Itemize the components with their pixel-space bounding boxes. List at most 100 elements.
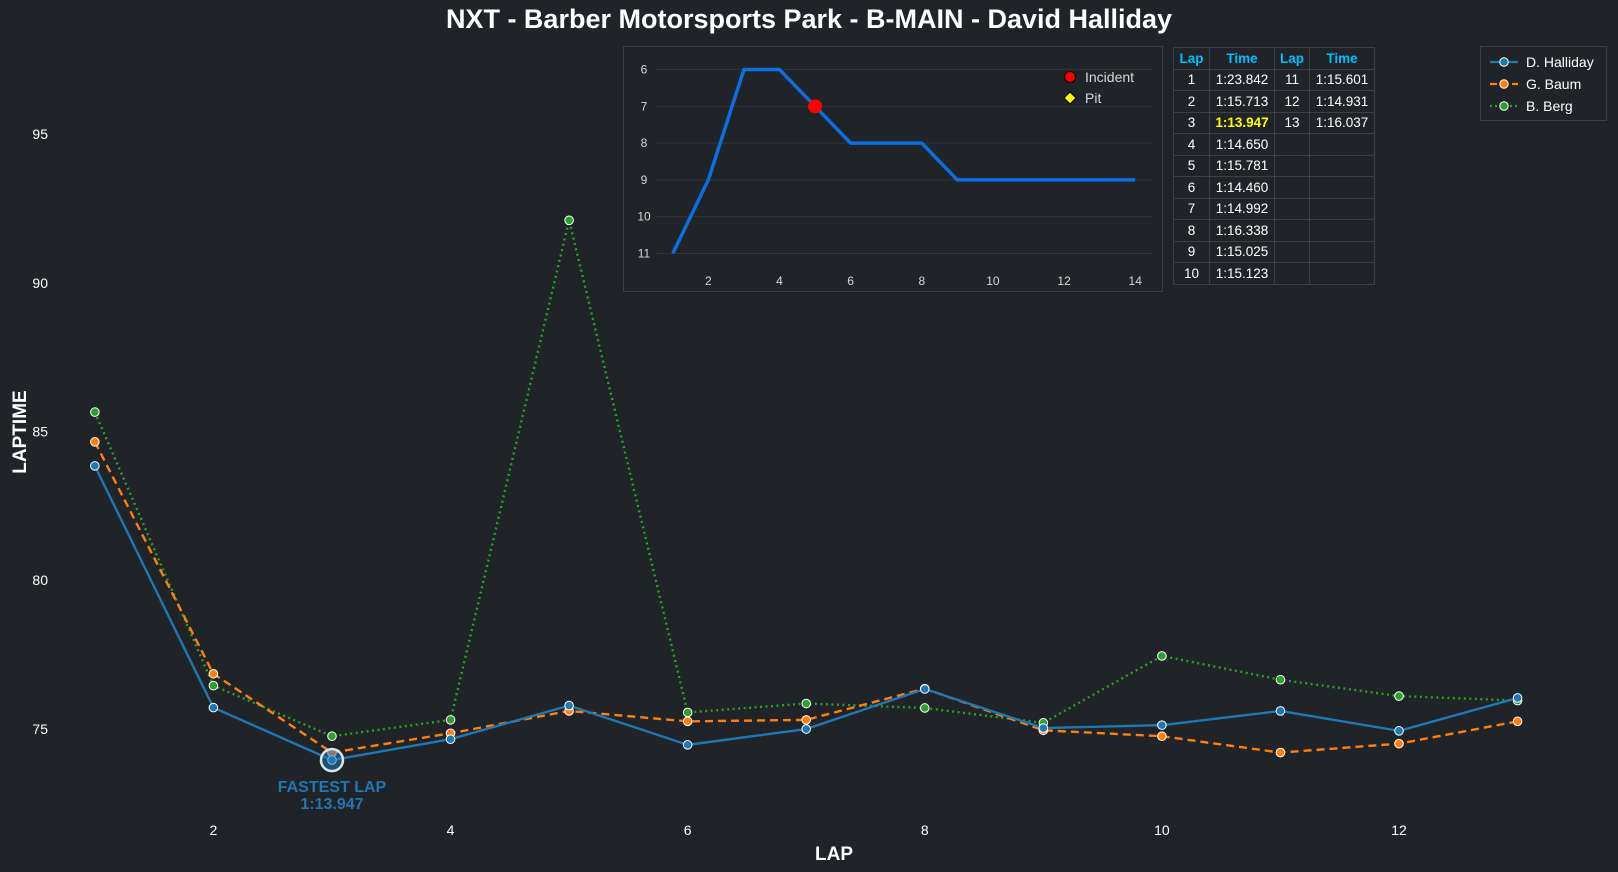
time-cell: 1:15.713 xyxy=(1209,90,1275,113)
lap-cell: 13 xyxy=(1274,111,1310,134)
x-tick-label: 12 xyxy=(1057,274,1071,288)
legend-label-pit: Pit xyxy=(1085,89,1102,106)
time-cell xyxy=(1309,133,1375,156)
x-tick-label: 2 xyxy=(705,274,712,288)
time-cell: 1:15.025 xyxy=(1209,240,1275,263)
time-cell: 1:16.037 xyxy=(1309,111,1375,134)
data-point-baum xyxy=(801,715,812,725)
data-point-berg xyxy=(801,698,812,709)
lap-cell: 1 xyxy=(1173,68,1210,91)
lap-cell xyxy=(1274,176,1310,199)
data-point-baum xyxy=(90,437,100,447)
data-point-berg xyxy=(564,215,574,226)
incident-marker-icon xyxy=(1064,70,1076,83)
table-header-row: Lap Time Lap Time xyxy=(1173,47,1375,70)
time-cell xyxy=(1309,262,1375,285)
data-point-berg xyxy=(1394,691,1404,701)
lap-cell: 6 xyxy=(1173,176,1210,199)
data-point-halliday xyxy=(1275,706,1286,716)
y-axis-label: LAPTIME xyxy=(10,390,31,473)
series-line-berg xyxy=(93,220,1518,738)
lap-cell xyxy=(1274,197,1310,220)
lap-cell xyxy=(1274,262,1310,285)
time-cell: 1:13.947 xyxy=(1209,111,1275,134)
table-row: 3 1:13.947 13 1:16.037 xyxy=(1173,111,1375,134)
table-row: 9 1:15.025 xyxy=(1173,240,1375,263)
time-cell xyxy=(1309,197,1375,220)
time-cell: 1:15.601 xyxy=(1309,68,1375,91)
legend-item-incident: Incident xyxy=(1063,66,1134,87)
x-tick-label: 8 xyxy=(918,274,925,288)
data-point-halliday xyxy=(1038,723,1049,733)
legend-item-berg: B. Berg xyxy=(1490,97,1573,115)
time-cell xyxy=(1309,240,1375,263)
data-point-halliday xyxy=(682,740,693,750)
data-point-berg xyxy=(682,707,693,718)
data-point-halliday xyxy=(208,702,219,713)
x-axis-label: LAP xyxy=(815,844,853,865)
fastest-lap-label: FASTEST LAP xyxy=(278,779,387,796)
data-point-halliday xyxy=(445,734,456,745)
y-tick-label: 7 xyxy=(641,99,648,113)
position-inset-chart: 6 7 8 9 10 11 2 4 6 8 10 12 14 xyxy=(623,46,1163,292)
x-tick-label: 6 xyxy=(684,822,692,838)
data-point-berg xyxy=(445,715,456,725)
data-point-baum xyxy=(1157,731,1167,742)
data-point-berg xyxy=(90,407,100,417)
y-tick-label: 9 xyxy=(641,173,648,187)
y-tick-label: 75 xyxy=(32,721,48,737)
legend-item-baum: G. Baum xyxy=(1490,75,1581,93)
header-lap-2: Lap xyxy=(1274,47,1310,70)
table-row: 10 1:15.123 xyxy=(1173,262,1375,285)
data-point-berg xyxy=(919,703,930,713)
lap-cell: 12 xyxy=(1274,90,1310,113)
data-point-baum xyxy=(1512,716,1523,727)
time-cell: 1:16.338 xyxy=(1209,219,1275,242)
legend-label-baum: G. Baum xyxy=(1526,76,1582,92)
data-point-baum xyxy=(1275,747,1286,758)
data-point-halliday xyxy=(90,461,100,471)
table-row: 7 1:14.992 xyxy=(1173,197,1375,220)
x-tick-label: 6 xyxy=(847,274,854,288)
x-tick-label: 2 xyxy=(210,822,218,838)
table-row: 5 1:15.781 xyxy=(1173,154,1375,177)
chart-title: NXT - Barber Motorsports Park - B-MAIN -… xyxy=(445,4,1173,34)
position-legend: Incident Pit xyxy=(1063,66,1134,108)
header-time-1: Time xyxy=(1209,47,1275,70)
data-point-baum xyxy=(208,668,219,679)
time-cell xyxy=(1309,154,1375,177)
data-point-halliday xyxy=(1157,720,1167,730)
y-tick-label: 6 xyxy=(641,63,648,77)
lap-cell: 7 xyxy=(1173,197,1210,220)
legend-label-incident: Incident xyxy=(1085,68,1135,85)
lap-cell xyxy=(1274,240,1310,263)
y-tick-label: 10 xyxy=(637,210,651,224)
lap-cell: 5 xyxy=(1173,154,1210,177)
y-tick-label: 90 xyxy=(32,275,48,291)
legend-line-berg-icon xyxy=(1490,101,1518,111)
x-tick-label: 4 xyxy=(776,274,783,288)
legend-label-berg: B. Berg xyxy=(1526,98,1573,114)
time-cell: 1:14.931 xyxy=(1309,90,1375,113)
data-point-halliday xyxy=(1512,693,1523,703)
data-point-baum xyxy=(1394,738,1404,749)
data-point-berg xyxy=(1157,651,1167,661)
lap-cell xyxy=(1274,219,1310,242)
lap-cell xyxy=(1274,133,1310,156)
legend-label-halliday: D. Halliday xyxy=(1526,54,1594,70)
x-tick-label: 8 xyxy=(921,822,929,838)
legend-line-halliday-icon xyxy=(1490,57,1518,67)
fastest-lap-marker xyxy=(319,747,345,773)
lap-cell: 9 xyxy=(1173,240,1210,263)
data-point-halliday xyxy=(801,724,812,734)
y-tick-label: 11 xyxy=(638,246,651,260)
table-row: 2 1:15.713 12 1:14.931 xyxy=(1173,90,1375,113)
time-cell: 1:15.123 xyxy=(1209,262,1275,285)
legend-item-pit: Pit xyxy=(1063,87,1134,108)
header-time-2: Time xyxy=(1309,47,1375,70)
data-point-berg xyxy=(327,731,337,742)
position-chart-svg: 6 7 8 9 10 11 2 4 6 8 10 12 14 xyxy=(637,63,1153,288)
data-point-halliday xyxy=(919,684,930,694)
legend-item-halliday: D. Halliday xyxy=(1490,53,1594,71)
